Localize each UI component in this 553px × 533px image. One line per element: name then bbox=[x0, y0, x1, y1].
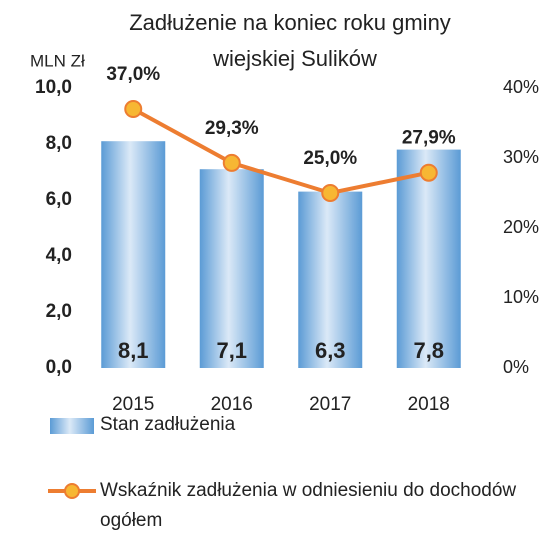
bar bbox=[396, 149, 461, 368]
y-tick-label: 6,0 bbox=[46, 189, 72, 210]
legend-label: Wskaźnik zadłużenia w odniesieniu do doc… bbox=[100, 480, 517, 531]
x-tick-label: 2018 bbox=[408, 394, 450, 415]
marker bbox=[222, 153, 241, 172]
legend-marker bbox=[64, 483, 80, 499]
data-label: 6,3 bbox=[315, 338, 346, 363]
marker bbox=[419, 163, 438, 182]
y-tick-label: 2,0 bbox=[46, 301, 72, 322]
data-label: 27,9% bbox=[402, 128, 456, 149]
y-axis-label: MLN Zł bbox=[30, 51, 85, 70]
data-label: 8,1 bbox=[118, 338, 149, 363]
y-tick-label: 8,0 bbox=[46, 133, 72, 154]
x-tick-label: 2016 bbox=[211, 394, 253, 415]
data-label: 7,1 bbox=[216, 338, 247, 363]
chart-title: wiejskiej Sulików bbox=[212, 46, 377, 71]
data-label: 25,0% bbox=[303, 148, 357, 169]
y-tick-label: 4,0 bbox=[46, 245, 72, 266]
bar bbox=[199, 169, 264, 368]
y2-tick-label: 30% bbox=[503, 147, 539, 167]
x-tick-label: 2017 bbox=[309, 394, 351, 415]
chart-title: Zadłużenie na koniec roku gminy bbox=[129, 10, 451, 35]
y-tick-label: 10,0 bbox=[35, 77, 72, 98]
data-label: 7,8 bbox=[413, 338, 444, 363]
y2-tick-label: 40% bbox=[503, 77, 539, 97]
data-label: 29,3% bbox=[205, 118, 259, 139]
y2-tick-label: 0% bbox=[503, 357, 529, 377]
line bbox=[132, 107, 430, 196]
marker bbox=[124, 100, 143, 118]
x-tick-label: 2015 bbox=[112, 394, 154, 415]
legend-label: Stan zadłużenia bbox=[100, 414, 236, 435]
y2-tick-label: 20% bbox=[503, 217, 539, 237]
y2-tick-label: 10% bbox=[503, 287, 539, 307]
legend-swatch bbox=[50, 418, 94, 434]
bar bbox=[298, 191, 363, 368]
bar bbox=[101, 141, 166, 368]
marker bbox=[321, 184, 340, 202]
y-tick-label: 0,0 bbox=[46, 357, 72, 378]
data-label: 37,0% bbox=[106, 64, 160, 85]
